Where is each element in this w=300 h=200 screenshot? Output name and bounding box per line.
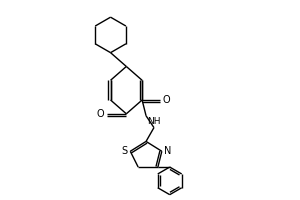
- Text: O: O: [162, 95, 170, 105]
- Text: S: S: [122, 146, 128, 156]
- Text: O: O: [96, 109, 104, 119]
- Text: N: N: [164, 146, 171, 156]
- Text: NH: NH: [147, 117, 160, 126]
